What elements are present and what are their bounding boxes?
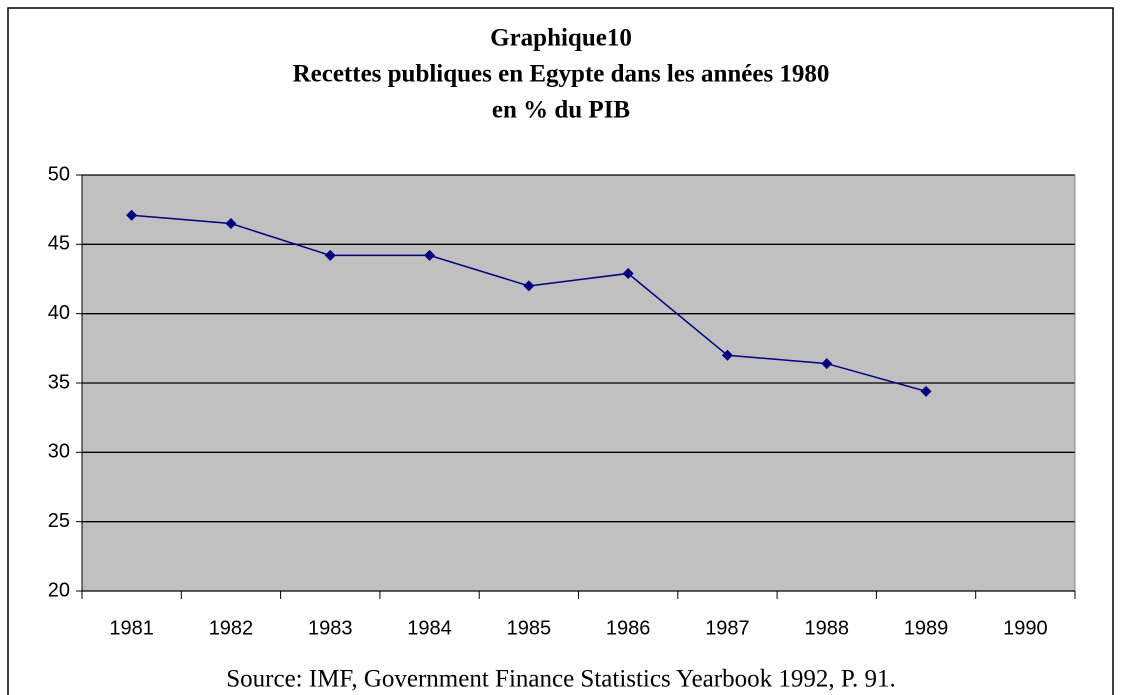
x-tick-label: 1984: [407, 617, 452, 639]
x-tick-label: 1990: [1003, 617, 1048, 639]
y-tick-label: 25: [48, 510, 70, 532]
marker: [920, 385, 932, 397]
x-tick-label: 1988: [805, 617, 850, 639]
x-tick-label: 1981: [109, 617, 154, 639]
marker: [424, 249, 436, 261]
marker: [324, 249, 336, 261]
y-tick-label: 35: [48, 371, 70, 393]
marker: [821, 358, 833, 370]
x-tick-label: 1982: [209, 617, 254, 639]
y-tick-label: 30: [48, 441, 70, 463]
marker: [721, 349, 733, 361]
chart-title: en % du PIB: [492, 97, 630, 124]
y-tick-label: 45: [48, 233, 70, 255]
y-tick-label: 20: [48, 579, 70, 601]
marker: [225, 218, 237, 230]
x-tick-label: 1986: [606, 617, 651, 639]
marker: [523, 280, 535, 292]
marker: [126, 209, 138, 221]
source-note: Source: IMF, Government Finance Statisti…: [226, 666, 895, 693]
x-tick-label: 1983: [308, 617, 353, 639]
chart-title: Graphique10: [490, 25, 632, 52]
x-tick-label: 1987: [705, 617, 750, 639]
y-tick-label: 40: [48, 302, 70, 324]
x-tick-label: 1985: [507, 617, 552, 639]
marker: [622, 267, 634, 279]
y-tick-label: 50: [48, 163, 70, 185]
x-tick-label: 1989: [904, 617, 949, 639]
chart-title: Recettes publiques en Egypte dans les an…: [293, 61, 830, 88]
